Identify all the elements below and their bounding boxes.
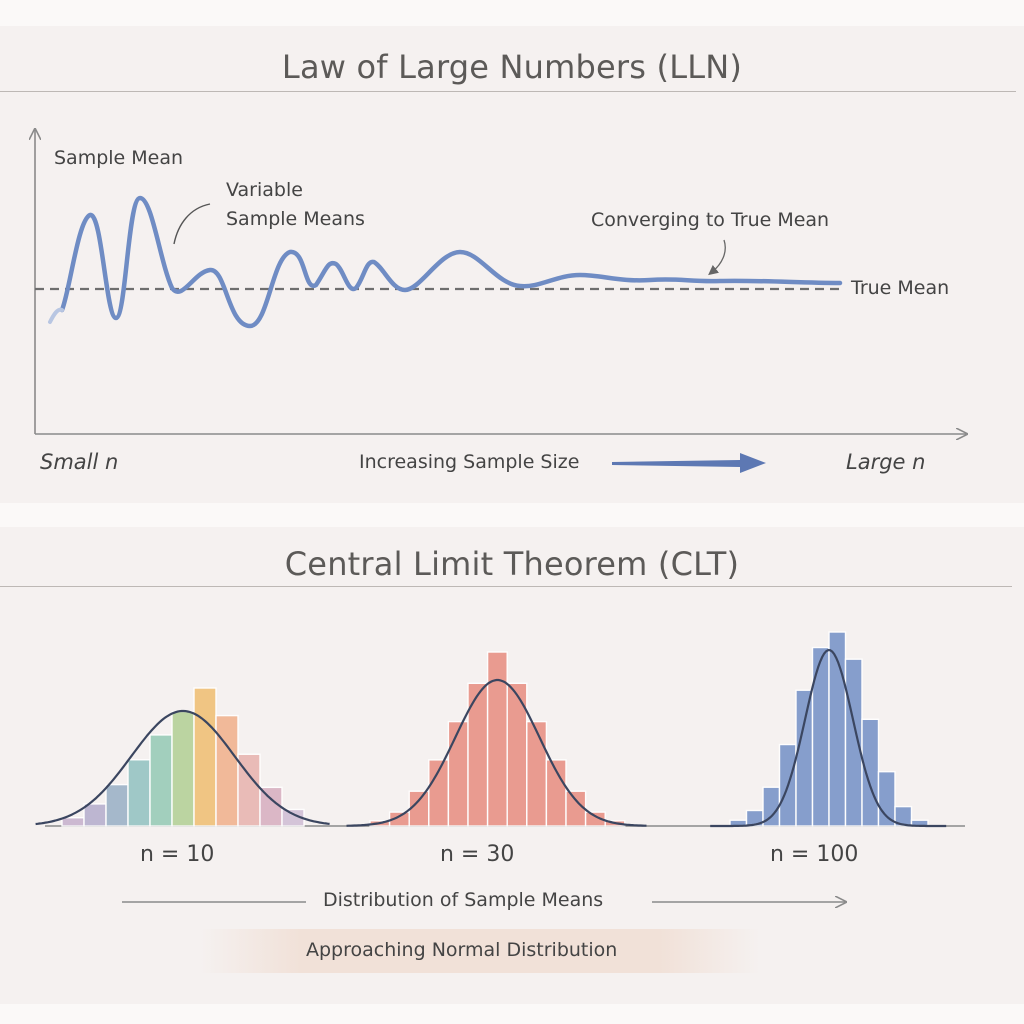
- histogram-bar: [526, 720, 548, 827]
- normal-curve: [710, 648, 947, 828]
- clt-title: Central Limit Theorem (CLT): [284, 545, 740, 583]
- lln-title: Law of Large Numbers (LLN): [281, 48, 743, 86]
- histogram-bar: [844, 658, 863, 827]
- histogram-bar: [447, 720, 469, 827]
- lln-title-rule: [0, 91, 1016, 92]
- hist-label-n30: n = 30: [440, 842, 515, 867]
- curve-faded-start: [48, 307, 64, 324]
- histogram-bar: [149, 734, 173, 827]
- histogram-bar: [171, 710, 195, 827]
- histogram-bar: [61, 817, 85, 827]
- histogram-bar: [486, 651, 508, 827]
- approaching-normal-label: Approaching Normal Distribution: [306, 939, 618, 961]
- histogram-bar: [105, 783, 129, 827]
- histogram-bar: [861, 718, 880, 827]
- small-n-label: Small n: [40, 450, 119, 474]
- sample-mean-axis-label: Sample Mean: [54, 147, 184, 169]
- histogram-bar: [215, 714, 239, 827]
- histogram-bar: [83, 803, 107, 827]
- distribution-axis-label: Distribution of Sample Means: [323, 889, 604, 911]
- histogram-bar: [795, 689, 814, 827]
- normal-curve: [346, 678, 647, 827]
- converging-annotation: Converging to True Mean: [591, 209, 830, 231]
- increasing-size-arrow: [612, 453, 766, 473]
- increasing-sample-size-label: Increasing Sample Size: [359, 451, 580, 473]
- histogram-n100: [710, 631, 947, 828]
- variable-sample-means-annotation: Variable Sample Means: [226, 179, 365, 230]
- footer-highlight: [200, 929, 760, 973]
- histogram-bar: [894, 805, 913, 827]
- lln-panel: [0, 26, 1024, 503]
- clt-title-rule: [0, 586, 1012, 587]
- histogram-n30: [346, 651, 647, 827]
- converging-annotation-pointer: [708, 239, 726, 276]
- variable-annotation-pointer: [173, 203, 211, 245]
- normal-curve: [35, 709, 330, 826]
- hist-label-n10: n = 10: [140, 842, 215, 867]
- histogram-bar: [565, 790, 587, 827]
- histogram-bar: [193, 687, 217, 827]
- hist-label-n100: n = 100: [770, 842, 859, 867]
- histogram-bar: [127, 759, 151, 827]
- histogram-bar: [584, 811, 606, 827]
- true-mean-label: True Mean: [851, 277, 950, 299]
- histogram-n10: [35, 687, 330, 827]
- large-n-label: Large n: [846, 450, 926, 474]
- sample-mean-curve: [59, 195, 843, 329]
- histogram-bar: [259, 786, 283, 827]
